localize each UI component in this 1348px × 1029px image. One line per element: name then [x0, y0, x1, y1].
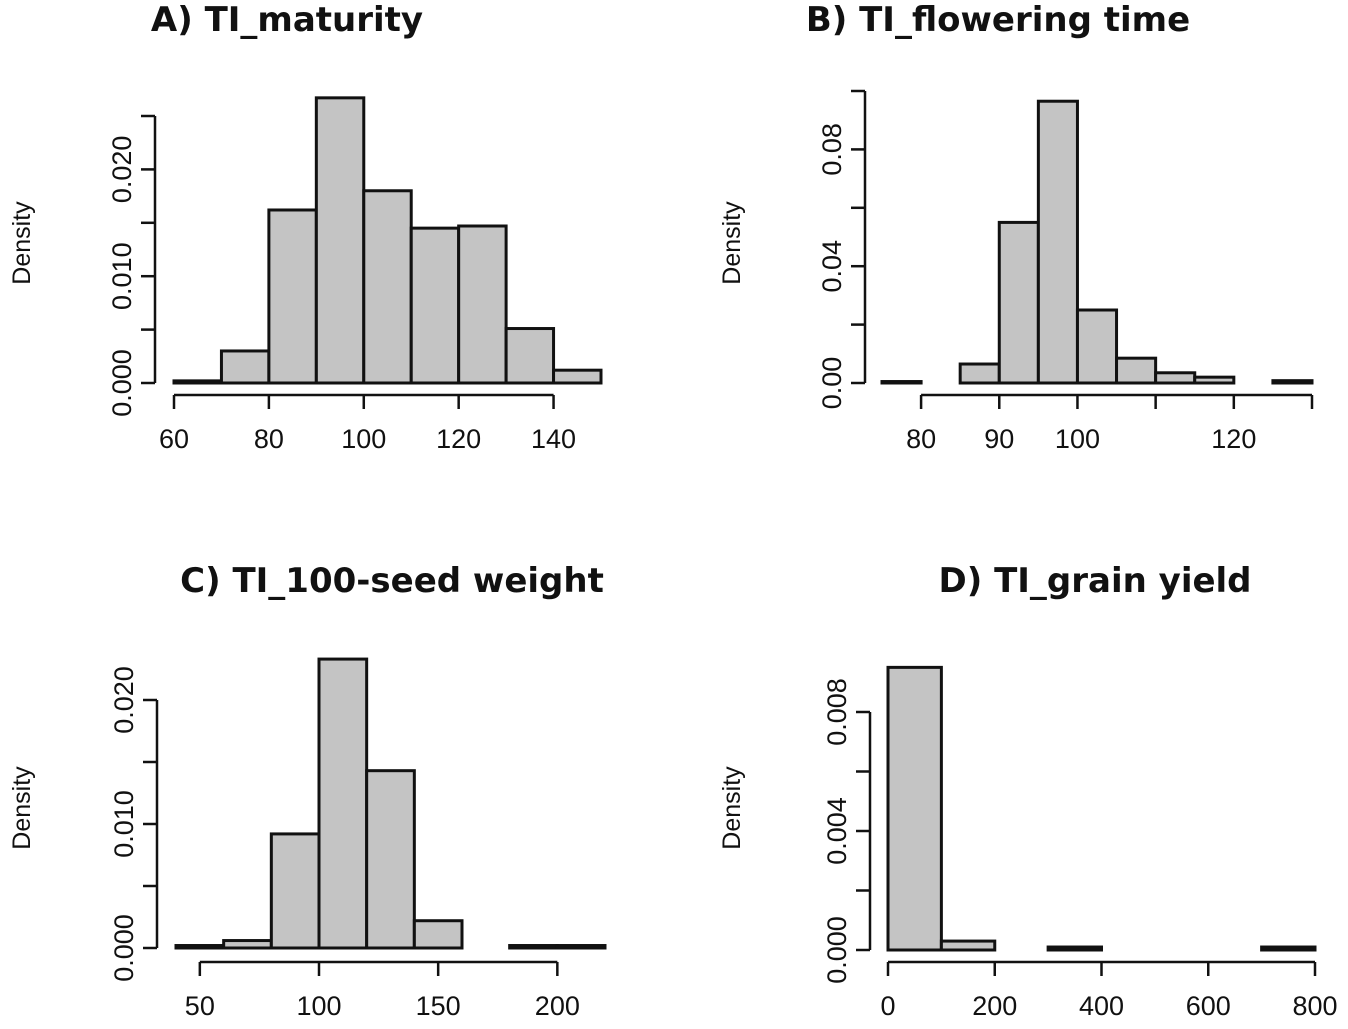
panel-a-y-tick-label-4: 0.020: [107, 136, 137, 204]
panel-c-bar-0: [174, 944, 226, 950]
panel-a-x-tick-label-3: 120: [436, 424, 481, 454]
panel-b-bar-7: [1154, 371, 1197, 385]
panel-b-x-tick-label-0: 80: [906, 424, 936, 454]
panel-b-y-tick-label-4: 0.08: [817, 123, 847, 176]
panel-a-bar-5: [409, 226, 461, 385]
panel-b-bar-10: [1271, 379, 1314, 385]
panel-b-bar-6: [1115, 356, 1158, 385]
panel-d-grain-yield: D) TI_grain yield Density 0.000 0.004 0.00…: [718, 561, 1338, 1021]
panel-c-x-tick-label-0: 50: [185, 991, 215, 1021]
panel-d-y-tick-label-2: 0.004: [822, 797, 852, 865]
panel-d-bar-3: [1046, 945, 1103, 952]
panel-b-flowering-time: B) TI_flowering time Density 0.00 0.04 0.0…: [718, 0, 1314, 454]
panel-a-bar-4: [362, 189, 413, 385]
panel-a-bar-7: [504, 327, 556, 385]
panel-b-x-tick-label-2: 100: [1055, 424, 1100, 454]
panel-d-x-tick-label-3: 600: [1186, 991, 1231, 1021]
panel-d-y-tick-label-0: 0.000: [822, 916, 852, 984]
panel-c-title: C) TI_100-seed weight: [180, 561, 604, 601]
panel-c-bar-1: [222, 939, 273, 950]
panel-b-bar-5: [1075, 308, 1119, 385]
panel-c-bar-4: [365, 769, 416, 950]
panel-c-bar-8: [555, 944, 607, 950]
panel-a-x-tick-label-4: 140: [531, 424, 576, 454]
panel-a-bar-6: [457, 224, 508, 385]
panel-b-ylabel: Density: [718, 201, 746, 285]
panel-a-bar-2: [267, 208, 318, 385]
panel-c-y-tick-label-2: 0.010: [109, 790, 139, 858]
panel-c-x-tick-label-1: 100: [296, 991, 341, 1021]
panel-b-y-tick-label-2: 0.04: [817, 240, 847, 293]
panel-a-y-tick-label-0: 0.000: [107, 349, 137, 417]
panel-b-title: B) TI_flowering time: [806, 0, 1190, 40]
panel-d-bar-0: [886, 665, 943, 952]
panel-c-x-tick-label-2: 150: [416, 991, 461, 1021]
panel-d-x-tick-label-2: 400: [1079, 991, 1124, 1021]
panel-d-bar-1: [939, 939, 997, 952]
panel-c-y-tick-label-0: 0.000: [109, 914, 139, 982]
panel-b-x-tick-label-4: 120: [1211, 424, 1256, 454]
panel-a-maturity: A) TI_maturity Density 0.000 0.010 0.020 60…: [8, 0, 603, 454]
panel-c-seed-weight: C) TI_100-seed weight Density 0.000 0.010…: [8, 561, 607, 1021]
panel-a-bar-0: [172, 379, 223, 385]
panel-b-bar-8: [1193, 375, 1236, 385]
panel-a-bar-3: [314, 96, 366, 385]
panel-b-x-tick-label-1: 90: [984, 424, 1014, 454]
panel-c-bar-2: [269, 832, 321, 950]
panel-d-bar-7: [1260, 945, 1317, 952]
panel-c-x-tick-label-3: 200: [535, 991, 580, 1021]
panel-d-x-tick-label-1: 200: [972, 991, 1017, 1021]
panel-a-bar-1: [219, 349, 271, 385]
panel-c-y-tick-label-4: 0.020: [109, 666, 139, 734]
panel-a-title: A) TI_maturity: [151, 0, 423, 40]
panel-a-x-tick-label-0: 60: [159, 424, 189, 454]
panel-b-y-tick-label-0: 0.00: [817, 357, 847, 410]
panel-d-y-tick-label-4: 0.008: [822, 678, 852, 746]
panel-d-x-tick-label-0: 0: [880, 991, 895, 1021]
panel-a-bar-8: [552, 368, 603, 385]
panel-c-bar-3: [317, 657, 369, 950]
panel-a-x-tick-label-1: 80: [254, 424, 284, 454]
panel-b-bar-4: [1036, 99, 1079, 385]
panel-c-bar-5: [412, 919, 464, 950]
panel-d-ylabel: Density: [718, 766, 746, 850]
panel-d-title: D) TI_grain yield: [938, 561, 1251, 601]
panel-c-ylabel: Density: [8, 766, 36, 850]
panel-a-ylabel: Density: [8, 201, 36, 285]
panel-a-x-tick-label-2: 100: [341, 424, 386, 454]
panel-b-bar-3: [997, 220, 1040, 385]
panel-b-bar-0: [880, 380, 923, 385]
panel-d-x-tick-label-4: 800: [1292, 991, 1337, 1021]
panel-b-bar-2: [958, 362, 1001, 385]
panel-a-y-tick-label-2: 0.010: [107, 242, 137, 310]
panel-c-bar-7: [508, 944, 559, 950]
